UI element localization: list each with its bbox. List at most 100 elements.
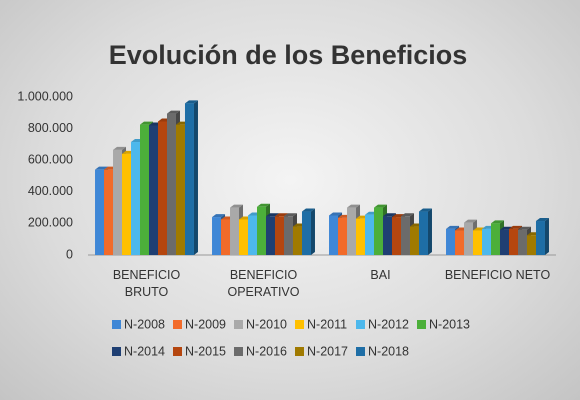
chart-title: Evolución de los Beneficios (109, 40, 468, 70)
bar (491, 223, 501, 255)
bar (409, 226, 419, 255)
bar (329, 215, 339, 255)
bar-top (140, 121, 154, 125)
bar (239, 219, 249, 255)
x-tick-label: BENEFICIO BRUTO (112, 268, 181, 299)
legend-label: N-2014 (124, 344, 165, 358)
bar (464, 222, 474, 255)
legend-swatch (356, 347, 365, 356)
bar-top (283, 213, 297, 217)
legend-swatch (173, 320, 182, 329)
bar-top (113, 146, 127, 150)
bar (446, 228, 456, 255)
bar-top (400, 213, 414, 217)
legend-label: N-2018 (368, 344, 409, 358)
bar (400, 216, 410, 255)
bar (347, 207, 357, 255)
bar (122, 153, 132, 255)
bar (391, 217, 401, 255)
bar (248, 215, 258, 255)
x-tick-label: BENEFICIO OPERATIVO (227, 268, 300, 299)
bar-top (95, 166, 109, 170)
legend-label: N-2011 (307, 317, 347, 331)
bar (473, 230, 483, 255)
x-tick-label: BAI (370, 268, 391, 282)
bar-top (464, 219, 478, 223)
legend-label: N-2017 (307, 344, 348, 358)
bar (175, 124, 185, 256)
legend-swatch (295, 320, 304, 329)
bar-top (508, 225, 522, 229)
bar (482, 228, 492, 255)
bar (140, 124, 150, 256)
bar-side (427, 208, 432, 255)
bar (455, 230, 465, 255)
bar-top (274, 213, 288, 217)
bar (166, 113, 176, 255)
x-tick-label: BENEFICIO NETO (444, 268, 551, 282)
bar (356, 218, 366, 255)
bar-top (301, 208, 315, 212)
bar (292, 226, 302, 255)
legend-label: N-2016 (246, 344, 287, 358)
legend-label: N-2012 (368, 317, 409, 331)
legend-swatch (173, 347, 182, 356)
y-tick-label: 800.000 (28, 121, 73, 135)
bar (221, 219, 231, 255)
bar-top (374, 204, 388, 208)
legend-swatch (112, 347, 121, 356)
bar (508, 228, 518, 255)
bar (184, 103, 194, 255)
legend-label: N-2009 (185, 317, 226, 331)
bar-top (382, 213, 396, 217)
bar-top (517, 226, 531, 230)
bar-top (265, 213, 279, 217)
bar (535, 221, 545, 255)
bar (104, 169, 114, 255)
bar (418, 211, 428, 255)
bar-top (446, 225, 460, 229)
bar-top (491, 220, 505, 224)
bar-top (329, 212, 343, 216)
bar (212, 217, 222, 255)
bar-top (347, 204, 361, 208)
bar (338, 217, 348, 255)
y-tick-label: 1.000.000 (17, 89, 73, 103)
y-tick-label: 200.000 (28, 216, 73, 230)
bar-side (544, 218, 549, 255)
bar (382, 216, 392, 255)
legend-swatch (417, 320, 426, 329)
bar (301, 211, 311, 255)
bar (374, 207, 384, 255)
bar-top (166, 110, 180, 114)
legend-swatch (234, 320, 243, 329)
bar-top (230, 204, 244, 208)
bar (95, 169, 105, 255)
legend-label: N-2008 (124, 317, 165, 331)
legend-label: N-2015 (185, 344, 226, 358)
legend-swatch (234, 347, 243, 356)
y-tick-label: 0 (66, 247, 73, 261)
bar (113, 149, 123, 255)
bar (230, 207, 240, 255)
bar (265, 216, 275, 255)
bar-side (193, 100, 198, 255)
legend-swatch (295, 347, 304, 356)
bar-top (257, 203, 271, 207)
bar-top (212, 214, 226, 218)
legend-label: N-2010 (246, 317, 287, 331)
legend-label: N-2013 (429, 317, 470, 331)
bar-top (184, 100, 198, 104)
y-tick-label: 600.000 (28, 152, 73, 166)
bar (365, 214, 375, 255)
legend-swatch (356, 320, 365, 329)
bar-top (535, 218, 549, 222)
bar (274, 216, 284, 255)
bar (499, 229, 509, 255)
bar (131, 142, 141, 255)
bar (157, 121, 167, 256)
bar (283, 216, 293, 255)
bar (517, 229, 527, 255)
